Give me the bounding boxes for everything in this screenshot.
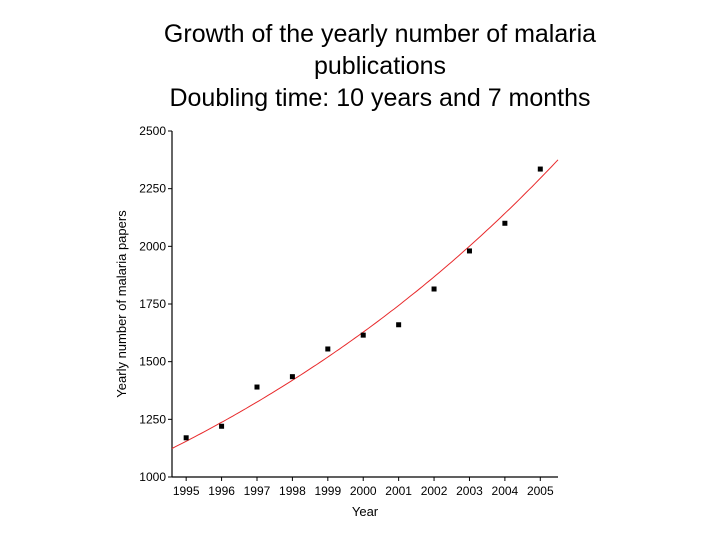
data-point xyxy=(502,220,508,226)
x-tick-label: 2004 xyxy=(492,484,519,498)
data-point xyxy=(537,166,543,172)
data-point xyxy=(219,423,225,429)
y-tick-label: 2500 xyxy=(139,124,166,138)
x-tick-label: 2000 xyxy=(350,484,377,498)
y-tick-label: 1000 xyxy=(139,470,166,484)
title-line-2: publications xyxy=(313,52,447,80)
fit-curve xyxy=(171,159,559,449)
x-tick-label: 1999 xyxy=(314,484,341,498)
x-axis-label: Year xyxy=(352,504,379,519)
x-tick-label: 1996 xyxy=(208,484,235,498)
x-tick-label: 1995 xyxy=(173,484,200,498)
y-tick-label: 2250 xyxy=(139,182,166,196)
x-tick-label: 1998 xyxy=(279,484,306,498)
fit-curve-group xyxy=(171,159,559,449)
chart-title: Growth of the yearly number of malaria p… xyxy=(60,18,700,114)
data-point xyxy=(183,435,189,441)
y-tick-label: 1250 xyxy=(139,412,166,426)
data-point xyxy=(466,248,472,254)
data-point xyxy=(360,332,366,338)
y-tick-label: 2000 xyxy=(139,239,166,253)
y-axis-label: Yearly number of malaria papers xyxy=(114,210,129,398)
x-tick-label: 2003 xyxy=(456,484,483,498)
x-tick-label: 2002 xyxy=(421,484,448,498)
title-line-3: Doubling time: 10 years and 7 months xyxy=(169,84,591,112)
x-tick-label: 2005 xyxy=(527,484,554,498)
data-point xyxy=(325,346,331,352)
data-points xyxy=(183,166,543,441)
data-point xyxy=(289,374,295,380)
y-tick-label: 1750 xyxy=(139,297,166,311)
data-point xyxy=(396,322,402,328)
data-point xyxy=(431,286,437,292)
x-tick-label: 2001 xyxy=(385,484,412,498)
data-point xyxy=(254,384,260,390)
axes: 1000 1250 1500 1750 2000 2250 2500 1995 1996 1997… xyxy=(139,124,558,498)
y-tick-label: 1500 xyxy=(139,355,166,369)
title-line-1: Growth of the yearly number of malaria xyxy=(163,20,597,48)
x-tick-label: 1997 xyxy=(244,484,271,498)
